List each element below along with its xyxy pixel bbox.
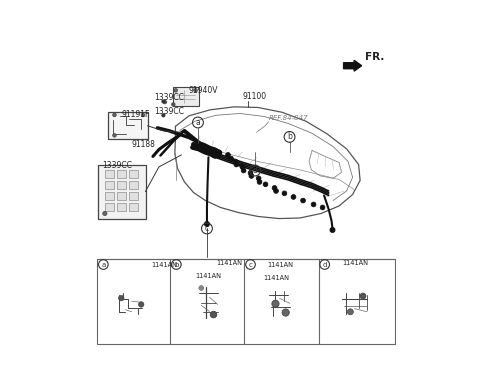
Text: 1141AN: 1141AN (342, 260, 368, 266)
Circle shape (348, 309, 353, 315)
Text: 1339CC: 1339CC (155, 107, 184, 116)
Circle shape (241, 168, 246, 173)
Text: 91191F: 91191F (121, 110, 150, 119)
FancyBboxPatch shape (105, 203, 114, 211)
Circle shape (330, 228, 335, 232)
Text: 1339CC: 1339CC (102, 161, 132, 170)
Circle shape (282, 191, 287, 196)
FancyBboxPatch shape (129, 192, 138, 200)
FancyBboxPatch shape (117, 181, 126, 189)
Text: 1141AN: 1141AN (216, 260, 242, 266)
Circle shape (274, 188, 278, 193)
Text: 1141AN: 1141AN (151, 262, 178, 268)
Text: FR.: FR. (365, 52, 384, 62)
Circle shape (103, 211, 107, 216)
Circle shape (272, 300, 279, 307)
FancyBboxPatch shape (117, 192, 126, 200)
Circle shape (226, 152, 230, 157)
Circle shape (233, 159, 238, 164)
Circle shape (113, 134, 116, 137)
Circle shape (113, 113, 116, 117)
Text: 1339CC: 1339CC (155, 93, 184, 102)
Circle shape (199, 285, 204, 291)
FancyBboxPatch shape (105, 170, 114, 178)
Polygon shape (344, 60, 361, 71)
FancyBboxPatch shape (108, 112, 148, 139)
Circle shape (263, 182, 268, 187)
Text: 91100: 91100 (243, 92, 267, 101)
Text: d: d (252, 166, 257, 175)
Circle shape (210, 311, 217, 318)
Circle shape (139, 302, 144, 307)
Circle shape (291, 195, 296, 199)
Text: 91940V: 91940V (189, 87, 218, 96)
Text: REF.84-847: REF.84-847 (268, 115, 308, 121)
Circle shape (234, 162, 239, 167)
Circle shape (194, 89, 197, 92)
Circle shape (174, 89, 178, 92)
Circle shape (212, 148, 217, 153)
FancyBboxPatch shape (129, 203, 138, 211)
Circle shape (212, 152, 217, 157)
Circle shape (257, 179, 262, 184)
FancyBboxPatch shape (129, 170, 138, 178)
Circle shape (256, 176, 261, 181)
Text: c: c (249, 262, 252, 268)
FancyBboxPatch shape (129, 181, 138, 189)
FancyBboxPatch shape (105, 181, 114, 189)
Circle shape (228, 156, 233, 161)
Text: c: c (205, 224, 209, 233)
Circle shape (320, 205, 325, 210)
Circle shape (272, 186, 277, 190)
Circle shape (162, 114, 165, 117)
Text: 91188: 91188 (132, 140, 156, 149)
Circle shape (141, 113, 145, 117)
Circle shape (162, 100, 165, 103)
Circle shape (216, 150, 221, 155)
Circle shape (249, 174, 254, 178)
Text: a: a (195, 118, 200, 127)
Text: b: b (174, 262, 179, 268)
Text: 1141AN: 1141AN (195, 273, 221, 278)
Text: a: a (101, 262, 106, 268)
Circle shape (119, 296, 124, 301)
Circle shape (311, 202, 316, 207)
FancyBboxPatch shape (117, 170, 126, 178)
Circle shape (240, 165, 245, 169)
FancyBboxPatch shape (98, 165, 146, 218)
Text: d: d (323, 262, 327, 268)
Circle shape (204, 222, 209, 226)
Text: 1141AN: 1141AN (268, 262, 294, 268)
Text: 1141AN: 1141AN (264, 275, 289, 281)
Circle shape (248, 170, 253, 176)
Circle shape (300, 198, 305, 203)
FancyBboxPatch shape (105, 192, 114, 200)
Circle shape (282, 309, 289, 316)
Text: b: b (287, 132, 292, 142)
FancyBboxPatch shape (117, 203, 126, 211)
FancyBboxPatch shape (173, 87, 199, 106)
Circle shape (360, 293, 366, 299)
Circle shape (163, 100, 167, 104)
Circle shape (171, 103, 175, 106)
